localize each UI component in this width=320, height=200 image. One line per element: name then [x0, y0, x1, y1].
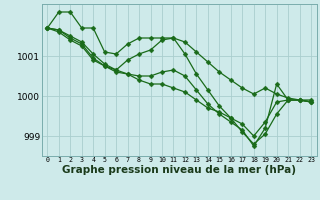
X-axis label: Graphe pression niveau de la mer (hPa): Graphe pression niveau de la mer (hPa) — [62, 165, 296, 175]
